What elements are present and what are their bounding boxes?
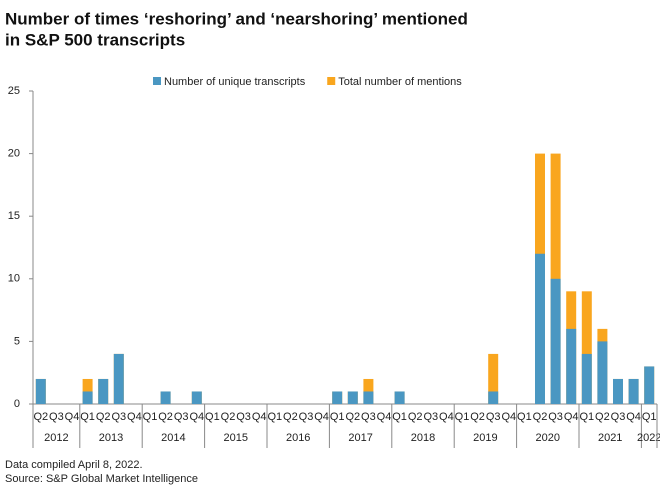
- group-label: 2016: [286, 432, 310, 444]
- bar: [394, 391, 405, 404]
- x-tick-label: Q1: [267, 411, 282, 423]
- x-tick-label: Q2: [345, 411, 360, 423]
- note: Data compiled April 8, 2022.: [5, 459, 143, 471]
- group-label: 2022: [637, 432, 660, 444]
- x-tick-label: Q2: [283, 411, 298, 423]
- x-tick-label: Q1: [642, 411, 657, 423]
- x-tick-label: Q3: [423, 411, 438, 423]
- bar: [113, 353, 124, 404]
- x-tick-label: Q1: [330, 411, 345, 423]
- bar: [363, 378, 374, 404]
- x-tick-label: Q1: [392, 411, 407, 423]
- bar: [160, 391, 171, 404]
- x-tick-label: Q3: [611, 411, 626, 423]
- x-tick-label: Q4: [189, 411, 204, 423]
- group-label: 2012: [44, 432, 68, 444]
- x-tick-label: Q2: [158, 411, 173, 423]
- group-label: 2020: [536, 432, 560, 444]
- x-tick-label: Q3: [548, 411, 563, 423]
- x-tick-label: Q2: [533, 411, 548, 423]
- group-label: 2019: [473, 432, 497, 444]
- x-tick-label: Q4: [626, 411, 641, 423]
- x-tick-label: Q4: [127, 411, 142, 423]
- bar: [82, 391, 93, 404]
- x-tick-label: Q4: [377, 411, 392, 423]
- x-tick-label: Q1: [205, 411, 220, 423]
- bar: [488, 353, 499, 404]
- legend-label: Number of unique transcripts: [164, 76, 306, 88]
- bar: [347, 391, 358, 404]
- bar: [597, 341, 608, 404]
- x-tick-label: Q4: [252, 411, 267, 423]
- y-tick-label: 0: [14, 398, 20, 410]
- bar: [488, 391, 499, 404]
- x-tick-label: Q3: [111, 411, 126, 423]
- bar: [550, 278, 561, 404]
- group-label: 2013: [99, 432, 123, 444]
- bar: [566, 328, 577, 404]
- bar: [644, 366, 655, 404]
- bar: [628, 378, 639, 404]
- group-label: 2015: [224, 432, 248, 444]
- legend-swatch: [153, 77, 161, 85]
- y-tick-label: 15: [8, 210, 20, 222]
- x-tick-label: Q3: [236, 411, 251, 423]
- x-tick-label: Q1: [80, 411, 95, 423]
- x-tick-label: Q2: [595, 411, 610, 423]
- bar: [581, 353, 592, 404]
- x-tick-label: Q3: [361, 411, 376, 423]
- group-label: 2021: [598, 432, 622, 444]
- bar: [35, 378, 46, 404]
- group-label: 2014: [161, 432, 185, 444]
- x-tick-label: Q1: [143, 411, 158, 423]
- bar: [332, 391, 343, 404]
- bar: [82, 378, 93, 404]
- x-tick-label: Q4: [65, 411, 80, 423]
- x-tick-label: Q2: [470, 411, 485, 423]
- x-tick-label: Q1: [455, 411, 470, 423]
- x-tick-label: Q1: [579, 411, 594, 423]
- x-tick-label: Q4: [314, 411, 329, 423]
- x-tick-label: Q2: [33, 411, 48, 423]
- group-label: 2018: [411, 432, 435, 444]
- x-tick-label: Q3: [49, 411, 64, 423]
- y-tick-label: 5: [14, 335, 20, 347]
- x-tick-label: Q1: [517, 411, 532, 423]
- bar: [535, 253, 545, 404]
- x-tick-label: Q3: [299, 411, 314, 423]
- x-tick-label: Q2: [96, 411, 111, 423]
- bar: [581, 291, 592, 404]
- bar: [191, 391, 202, 404]
- group-label: 2017: [348, 432, 372, 444]
- x-tick-label: Q4: [439, 411, 454, 423]
- y-tick-label: 25: [8, 85, 20, 97]
- x-tick-label: Q4: [564, 411, 579, 423]
- legend-label: Total number of mentions: [338, 76, 462, 88]
- y-tick-label: 20: [8, 148, 20, 160]
- x-tick-label: Q2: [221, 411, 236, 423]
- legend-swatch: [327, 77, 336, 85]
- x-tick-label: Q4: [501, 411, 516, 423]
- bar: [613, 378, 623, 404]
- bar: [363, 391, 374, 404]
- chart-title: Number of times ‘reshoring’ and ‘nearsho…: [5, 9, 468, 28]
- bar: [98, 378, 109, 404]
- chart-title: in S&P 500 transcripts: [5, 30, 185, 49]
- x-tick-label: Q3: [174, 411, 189, 423]
- note: Source: S&P Global Market Intelligence: [5, 473, 198, 485]
- x-tick-label: Q2: [408, 411, 423, 423]
- x-tick-label: Q3: [486, 411, 501, 423]
- y-tick-label: 10: [8, 273, 20, 285]
